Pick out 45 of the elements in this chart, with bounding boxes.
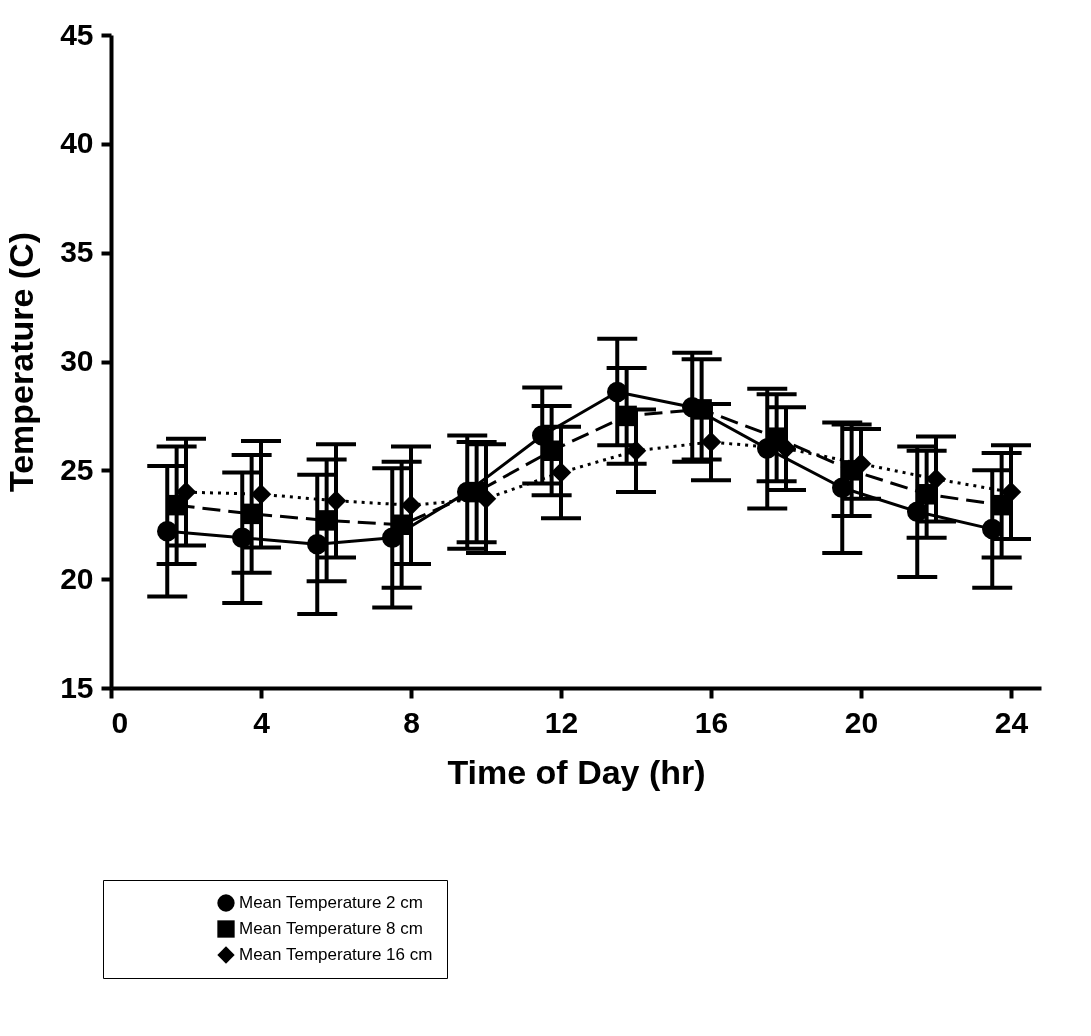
point — [391, 514, 412, 535]
y-tick-label: 35 — [60, 235, 94, 269]
x-tick-label: 24 — [994, 705, 1029, 739]
point — [700, 431, 722, 453]
point — [607, 381, 628, 403]
x-tick-label: 12 — [544, 705, 579, 739]
legend-label: Mean Temperature 2 cm — [239, 893, 423, 912]
y-tick-label: 25 — [60, 452, 94, 486]
x-tick-label: 8 — [403, 705, 420, 739]
legend-label: Mean Temperature 8 cm — [239, 919, 423, 938]
point — [400, 494, 422, 516]
x-tick-label: 0 — [111, 705, 129, 739]
point — [541, 440, 562, 461]
point — [775, 438, 797, 459]
point — [625, 440, 647, 461]
y-tick-label: 15 — [60, 670, 94, 704]
y-tick-label: 40 — [60, 126, 94, 160]
point — [916, 484, 937, 505]
point — [550, 462, 572, 483]
point — [832, 477, 853, 498]
point — [316, 510, 337, 531]
x-tick-label: 16 — [694, 705, 729, 739]
y-tick-label: 30 — [60, 344, 94, 377]
point — [982, 518, 1003, 540]
point — [1000, 481, 1022, 503]
point — [241, 503, 262, 525]
x-tick-label: 4 — [253, 705, 271, 739]
x-axis-title: Time of Day (hr) — [447, 752, 706, 791]
point — [166, 494, 187, 516]
y-axis-title: Temperature (C) — [2, 231, 41, 493]
point — [307, 534, 328, 555]
y-tick-label: 45 — [60, 17, 94, 51]
point — [250, 484, 272, 505]
point — [907, 501, 928, 522]
point — [232, 527, 253, 549]
point — [175, 481, 197, 503]
point — [691, 399, 712, 420]
point — [325, 490, 347, 512]
point — [616, 405, 637, 427]
point — [157, 521, 178, 542]
point — [925, 468, 947, 490]
x-tick-label: 20 — [844, 705, 879, 739]
legend-label: Mean Temperature 16 cm — [239, 945, 433, 964]
y-tick-label: 20 — [60, 561, 94, 595]
point — [991, 494, 1012, 516]
